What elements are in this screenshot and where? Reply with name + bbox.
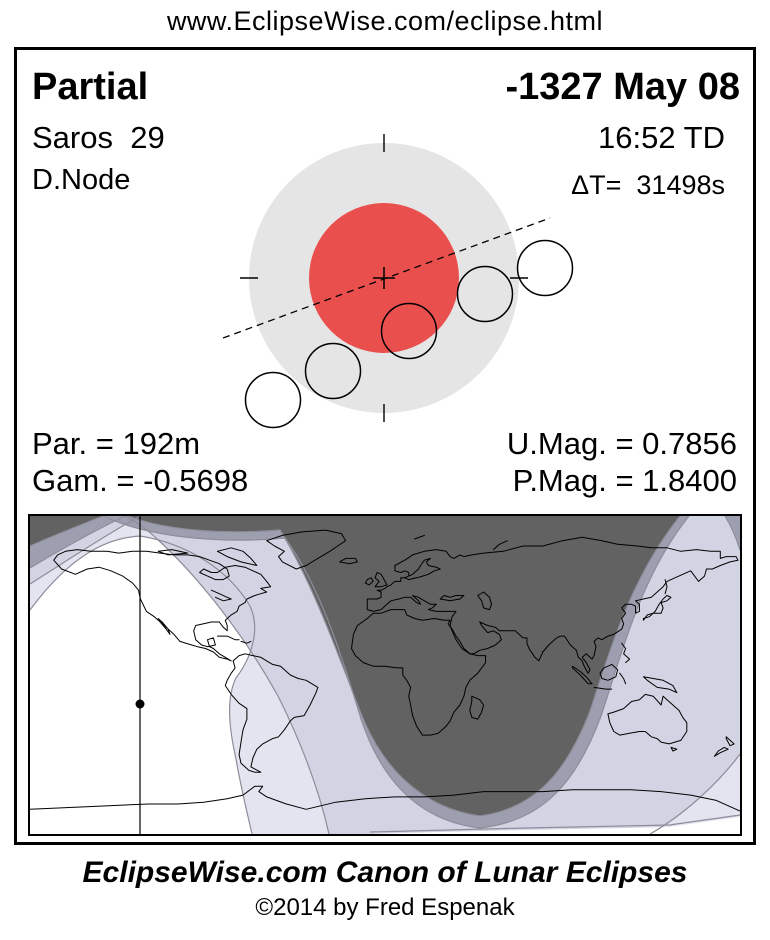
map-shape bbox=[102, 516, 690, 829]
map-shape bbox=[30, 535, 256, 834]
map-shape bbox=[724, 516, 740, 551]
map-shape bbox=[30, 516, 126, 569]
map-shape bbox=[369, 814, 740, 833]
eclipse-type-label: Partial bbox=[32, 66, 149, 108]
map-shape bbox=[157, 549, 189, 556]
map-shape bbox=[266, 529, 347, 570]
map-shape bbox=[713, 746, 729, 757]
map-shape bbox=[649, 753, 740, 834]
moon-position-circles bbox=[244, 239, 574, 429]
map-shape bbox=[725, 516, 740, 550]
shadow-axis-ticks bbox=[240, 134, 528, 422]
map-shape bbox=[30, 516, 103, 546]
shadow-diagram bbox=[222, 134, 574, 429]
map-shape bbox=[216, 635, 240, 641]
parallax-value: Par. = 192m bbox=[32, 426, 201, 461]
penumbral-magnitude-value: P.Mag. = 1.8400 bbox=[512, 463, 737, 498]
saros-label: Saros 29 bbox=[32, 120, 165, 155]
copyright-line: ©2014 by Fred Espenak bbox=[255, 894, 515, 921]
gamma-value: Gam. = -0.5698 bbox=[32, 463, 249, 498]
map-shape bbox=[414, 534, 425, 540]
map-shape bbox=[593, 686, 613, 690]
map-shape bbox=[621, 642, 631, 664]
moon-circle-u1 bbox=[304, 342, 362, 400]
moon-circle-p4 bbox=[516, 239, 574, 297]
map-shape bbox=[366, 536, 739, 674]
map-shape bbox=[664, 579, 668, 595]
map-shape bbox=[493, 540, 508, 551]
shadow-center-cross bbox=[373, 267, 395, 289]
map-shape bbox=[339, 557, 358, 565]
map-shape bbox=[210, 589, 232, 602]
map-shape bbox=[240, 640, 252, 644]
eclipse-date: -1327 May 08 bbox=[505, 66, 741, 108]
map-shape bbox=[439, 595, 465, 602]
map-shape bbox=[224, 653, 319, 773]
map-shape bbox=[30, 785, 740, 812]
node-label: D.Node bbox=[32, 164, 131, 196]
eclipse-card: Partial Saros 29 D.Node -1327 May 08 16:… bbox=[14, 47, 756, 845]
canon-title: EclipseWise.com Canon of Lunar Eclipses bbox=[82, 856, 688, 889]
map-shape bbox=[30, 516, 141, 585]
visibility-map-frame bbox=[28, 514, 742, 836]
ecliptic-dashed-line bbox=[222, 217, 551, 339]
map-shape bbox=[124, 516, 330, 834]
map-shape bbox=[619, 672, 627, 685]
moon-circle-greatest bbox=[380, 302, 438, 360]
moon-circle-u4 bbox=[456, 265, 514, 323]
map-shape bbox=[127, 516, 681, 817]
map-shape bbox=[642, 595, 672, 621]
sub-lunar-point bbox=[135, 699, 145, 709]
map-shape bbox=[469, 695, 485, 720]
umbral-magnitude-value: U.Mag. = 0.7856 bbox=[506, 426, 737, 461]
map-shape bbox=[607, 693, 688, 745]
map-shape bbox=[670, 746, 678, 752]
map-shape bbox=[642, 676, 678, 694]
map-shape bbox=[216, 547, 258, 566]
map-shape bbox=[571, 665, 593, 685]
moon-circle-p1 bbox=[244, 371, 302, 429]
map-shape bbox=[477, 591, 492, 611]
delta-t-value: ΔT= 31498s bbox=[571, 170, 725, 200]
site-url: www.EclipseWise.com/eclipse.html bbox=[166, 6, 604, 36]
map-shape bbox=[364, 577, 374, 586]
map-shape bbox=[725, 736, 735, 747]
map-shape bbox=[53, 549, 272, 662]
map-shape bbox=[351, 609, 487, 736]
map-shape bbox=[599, 663, 619, 681]
map-shape bbox=[370, 817, 740, 834]
map-shape bbox=[374, 572, 388, 588]
visibility-map bbox=[30, 516, 740, 834]
map-shape bbox=[128, 516, 680, 816]
eclipse-time: 16:52 TD bbox=[598, 120, 725, 155]
map-shape bbox=[30, 516, 104, 547]
